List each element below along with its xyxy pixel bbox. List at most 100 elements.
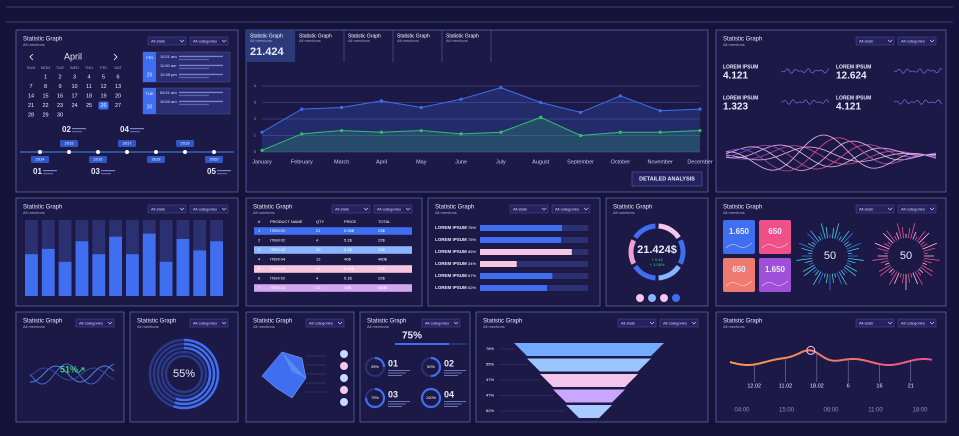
trend-arrow	[77, 367, 85, 374]
headline-value: 75%	[402, 331, 422, 342]
filter-dropdown[interactable]	[617, 318, 657, 328]
dropdown-caret	[887, 207, 893, 211]
day[interactable]: 6	[116, 74, 119, 80]
day[interactable]: 20	[115, 93, 121, 99]
day[interactable]: 2	[58, 74, 61, 80]
active-tab[interactable]	[246, 30, 295, 62]
table-cell: 22$	[378, 238, 385, 243]
day[interactable]: 24	[71, 103, 77, 109]
day[interactable]: 21	[28, 103, 34, 109]
event-time: 11:00 am	[160, 63, 177, 68]
day[interactable]: 26	[100, 103, 106, 109]
filter-dropdown[interactable]	[305, 318, 345, 328]
table-cell: 4	[316, 238, 319, 243]
filter-dropdown[interactable]	[855, 318, 895, 328]
panel	[15, 311, 125, 423]
filter-dropdown[interactable]	[331, 204, 371, 214]
day[interactable]: 28	[28, 112, 34, 118]
wave	[725, 144, 937, 170]
day[interactable]: 22	[42, 103, 48, 109]
panel-title: Statistic Graph	[253, 205, 292, 211]
day[interactable]: 27	[115, 103, 121, 109]
x-tick-label: October	[611, 159, 631, 165]
filter-dropdown[interactable]	[897, 318, 937, 328]
ring-track	[160, 350, 208, 398]
gauge-spike	[920, 266, 933, 277]
filter-dropdown[interactable]	[147, 36, 187, 46]
day[interactable]: 17	[71, 93, 77, 99]
day[interactable]: 13	[115, 84, 121, 90]
dropdown-caret	[221, 321, 227, 325]
panel-subtitle: All mentions	[435, 210, 457, 215]
filter-label: All categories	[377, 206, 401, 211]
bar-label: LOREM IPSUM	[435, 285, 467, 290]
panel-subtitle: All mentions	[613, 210, 635, 215]
detail-button[interactable]	[631, 171, 703, 187]
panel	[715, 29, 947, 193]
next-arrow[interactable]	[113, 53, 118, 61]
day[interactable]: 11	[86, 84, 92, 90]
gauge-spike	[842, 232, 854, 244]
panel-title: Statistic Graph	[253, 319, 292, 325]
panel-title: Statistic Graph	[613, 205, 652, 211]
day[interactable]: 14	[28, 93, 34, 99]
day[interactable]: 7	[29, 84, 32, 90]
filter-dropdown[interactable]	[551, 204, 591, 214]
weekday: WED	[70, 65, 79, 70]
time-label: 06:00	[823, 408, 839, 414]
day[interactable]: 4	[87, 74, 90, 80]
gauge-spike	[847, 257, 864, 261]
gauge-spike	[916, 230, 926, 242]
day[interactable]: 1	[44, 74, 47, 80]
day[interactable]: 23	[57, 103, 63, 109]
filter-dropdown[interactable]	[509, 204, 549, 214]
day[interactable]: 9	[58, 84, 61, 90]
filter-dropdown[interactable]	[855, 204, 895, 214]
day[interactable]: 29	[42, 112, 48, 118]
gauge-spike	[847, 247, 860, 252]
point-label: 12.02	[747, 383, 761, 389]
value-label: 85%	[468, 249, 476, 254]
day[interactable]: 25	[86, 103, 92, 109]
x-tick-label: March	[334, 159, 349, 165]
day[interactable]: 16	[57, 93, 63, 99]
event-day: TUE	[146, 91, 154, 96]
item-text	[444, 372, 462, 374]
day[interactable]: 12	[100, 84, 106, 90]
year: 2016	[94, 157, 104, 162]
filter-dropdown[interactable]	[373, 204, 413, 214]
item-text	[388, 403, 406, 405]
prev-arrow[interactable]	[29, 53, 34, 61]
gauge-spike	[807, 233, 818, 244]
table-cell: 4	[316, 276, 319, 281]
bar-label: LOREM IPSUM	[435, 249, 467, 254]
day[interactable]: 19	[100, 93, 106, 99]
filter-dropdown[interactable]	[897, 36, 937, 46]
day[interactable]: 5	[102, 74, 105, 80]
filter-dropdown[interactable]	[189, 318, 229, 328]
table-cell: 5.95$	[344, 266, 355, 271]
gauge-spike	[895, 232, 900, 240]
timeline-dot	[183, 150, 187, 154]
filter-dropdown[interactable]	[75, 318, 115, 328]
time-label: 15:00	[779, 408, 795, 414]
stat-tile	[759, 220, 791, 254]
day[interactable]: 15	[42, 93, 48, 99]
day[interactable]: 30	[57, 112, 63, 118]
filter-dropdown[interactable]	[189, 204, 229, 214]
donut-segment	[633, 264, 656, 281]
bar-label: LOREM IPSUM	[435, 225, 467, 230]
filter-dropdown[interactable]	[147, 204, 187, 214]
filter-dropdown[interactable]	[659, 318, 699, 328]
filter-dropdown[interactable]	[421, 318, 461, 328]
day[interactable]: 18	[86, 93, 92, 99]
day[interactable]: 10	[71, 84, 77, 90]
table-cell: 5.1$	[344, 238, 353, 243]
filter-dropdown[interactable]	[855, 36, 895, 46]
gauge-value: 50	[824, 250, 836, 262]
day[interactable]: 3	[73, 74, 76, 80]
gauge-spike	[880, 260, 889, 264]
filter-dropdown[interactable]	[897, 204, 937, 214]
day[interactable]: 8	[44, 84, 47, 90]
filter-dropdown[interactable]	[189, 36, 229, 46]
